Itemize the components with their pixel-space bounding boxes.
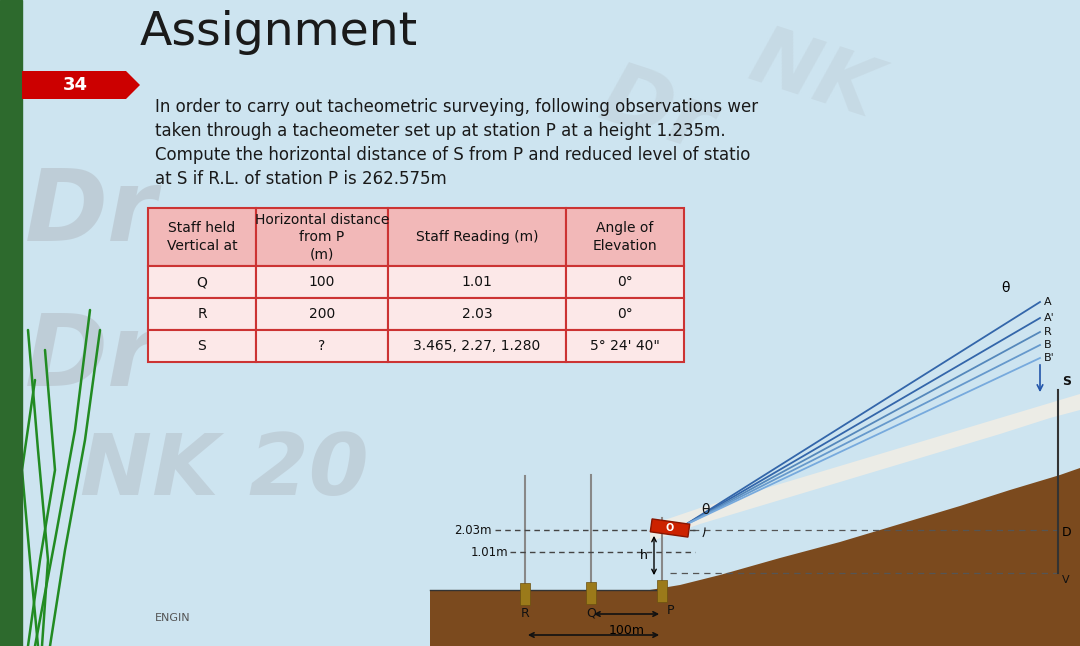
Text: NK: NK bbox=[740, 20, 888, 134]
Text: 2.03m: 2.03m bbox=[455, 523, 492, 536]
Polygon shape bbox=[650, 519, 690, 537]
Bar bbox=[256, 298, 388, 330]
Bar bbox=[256, 330, 388, 362]
Text: θ: θ bbox=[701, 503, 710, 517]
Bar bbox=[0, 0, 22, 646]
Text: 3.465, 2.27, 1.280: 3.465, 2.27, 1.280 bbox=[414, 339, 541, 353]
Text: Horizontal distance
from P
(m): Horizontal distance from P (m) bbox=[255, 213, 389, 261]
Text: R: R bbox=[198, 307, 206, 321]
Text: V: V bbox=[1062, 575, 1069, 585]
Text: at S if R.L. of station P is 262.575m: at S if R.L. of station P is 262.575m bbox=[156, 170, 447, 188]
Text: B: B bbox=[1044, 340, 1052, 350]
Bar bbox=[148, 208, 256, 266]
Text: Dr: Dr bbox=[590, 55, 724, 169]
Bar bbox=[148, 298, 256, 330]
Text: R: R bbox=[521, 607, 529, 620]
Bar bbox=[388, 330, 566, 362]
Bar bbox=[148, 330, 256, 362]
Text: 0°: 0° bbox=[617, 275, 633, 289]
Text: Staff held
Vertical at: Staff held Vertical at bbox=[166, 222, 238, 253]
Text: 2.03: 2.03 bbox=[461, 307, 492, 321]
Text: Angle of
Elevation: Angle of Elevation bbox=[593, 222, 658, 253]
Text: Assignment: Assignment bbox=[140, 10, 418, 55]
Text: S: S bbox=[198, 339, 206, 353]
Text: P: P bbox=[667, 604, 675, 617]
Polygon shape bbox=[22, 71, 140, 99]
Text: 200: 200 bbox=[309, 307, 335, 321]
Text: 1.01m: 1.01m bbox=[471, 545, 508, 559]
Text: S: S bbox=[1062, 375, 1071, 388]
Text: 5° 24' 40": 5° 24' 40" bbox=[590, 339, 660, 353]
Bar bbox=[148, 266, 256, 298]
Text: A': A' bbox=[1044, 313, 1055, 323]
Bar bbox=[388, 266, 566, 298]
Text: 100: 100 bbox=[309, 275, 335, 289]
Text: taken through a tacheometer set up at station P at a height 1.235m.: taken through a tacheometer set up at st… bbox=[156, 122, 726, 140]
Text: θ: θ bbox=[1001, 281, 1009, 295]
Text: In order to carry out tacheometric surveying, following observations wer: In order to carry out tacheometric surve… bbox=[156, 98, 758, 116]
Polygon shape bbox=[650, 468, 1080, 646]
Text: D: D bbox=[1062, 525, 1071, 539]
Text: 0°: 0° bbox=[617, 307, 633, 321]
Bar bbox=[586, 582, 596, 604]
Text: Dr: Dr bbox=[25, 165, 158, 262]
Text: ENGIN: ENGIN bbox=[156, 613, 191, 623]
Bar bbox=[566, 208, 684, 266]
Bar bbox=[566, 298, 684, 330]
Text: R: R bbox=[1044, 327, 1052, 337]
Polygon shape bbox=[430, 590, 660, 646]
Text: ?: ? bbox=[319, 339, 326, 353]
Text: 1.01: 1.01 bbox=[461, 275, 492, 289]
Text: h: h bbox=[640, 549, 648, 562]
Bar bbox=[657, 580, 667, 602]
Text: NK 20: NK 20 bbox=[80, 430, 368, 513]
Bar bbox=[256, 266, 388, 298]
Text: Q: Q bbox=[586, 606, 596, 619]
Text: 34: 34 bbox=[63, 76, 87, 94]
Bar bbox=[256, 208, 388, 266]
Text: Staff Reading (m): Staff Reading (m) bbox=[416, 230, 538, 244]
Text: Compute the horizontal distance of S from P and reduced level of statio: Compute the horizontal distance of S fro… bbox=[156, 146, 751, 164]
Bar bbox=[388, 298, 566, 330]
Bar bbox=[519, 583, 530, 605]
Text: O: O bbox=[666, 523, 674, 533]
Bar bbox=[388, 208, 566, 266]
Text: A: A bbox=[1044, 297, 1052, 307]
Text: Q: Q bbox=[197, 275, 207, 289]
Bar bbox=[566, 266, 684, 298]
Text: 100m: 100m bbox=[608, 624, 645, 637]
Text: 200m: 200m bbox=[576, 645, 611, 646]
Bar bbox=[566, 330, 684, 362]
Text: Dr: Dr bbox=[25, 310, 158, 407]
Polygon shape bbox=[650, 394, 1080, 542]
Text: B': B' bbox=[1044, 353, 1055, 363]
